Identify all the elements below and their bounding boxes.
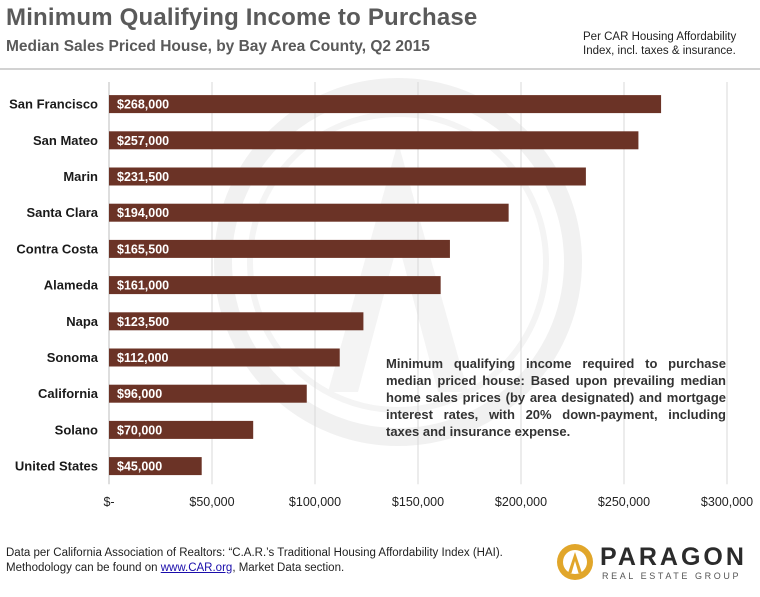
footer-source: Data per California Association of Realt… bbox=[6, 546, 503, 576]
bar bbox=[109, 203, 509, 222]
category-label: Solano bbox=[55, 422, 98, 437]
bar bbox=[109, 420, 254, 439]
category-label: Napa bbox=[66, 314, 99, 329]
footer-line-2: Methodology can be found on www.CAR.org,… bbox=[6, 561, 503, 576]
x-tick-label: $150,000 bbox=[392, 495, 444, 509]
car-website-link[interactable]: www.CAR.org bbox=[160, 562, 233, 574]
x-tick-label: $300,000 bbox=[701, 495, 753, 509]
category-label: Sonoma bbox=[47, 350, 99, 365]
paragon-logo: PARAGON REAL ESTATE GROUP bbox=[556, 543, 756, 583]
bar bbox=[109, 384, 307, 403]
x-tick-label: $50,000 bbox=[189, 495, 234, 509]
bar bbox=[109, 457, 202, 476]
source-note: Per CAR Housing Affordability Index, inc… bbox=[583, 31, 737, 57]
data-label: $96,000 bbox=[117, 387, 162, 401]
data-label: $70,000 bbox=[117, 423, 162, 437]
bar bbox=[109, 95, 662, 114]
bar-chart: $- $50,000 $100,000 $150,000 $200,000 $250,00… bbox=[9, 82, 753, 509]
category-label: Contra Costa bbox=[16, 241, 98, 256]
data-label: $268,000 bbox=[117, 98, 169, 112]
category-label: Santa Clara bbox=[26, 205, 98, 220]
chart-subtitle: Median Sales Priced House, by Bay Area C… bbox=[6, 38, 430, 55]
x-tick-label: $100,000 bbox=[289, 495, 341, 509]
footer-line-1: Data per California Association of Realt… bbox=[6, 547, 503, 559]
category-label: Marin bbox=[63, 169, 98, 184]
data-label: $161,000 bbox=[117, 279, 169, 293]
logo-name: PARAGON bbox=[600, 543, 747, 571]
footer-line-2-suffix: , Market Data section. bbox=[232, 562, 345, 574]
bar bbox=[109, 239, 450, 258]
category-label: United States bbox=[15, 459, 98, 474]
category-label: California bbox=[38, 386, 99, 401]
x-tick-label: $- bbox=[103, 495, 114, 509]
data-label: $257,000 bbox=[117, 134, 169, 148]
chart-title: Minimum Qualifying Income to Purchase bbox=[6, 4, 478, 31]
category-label: San Francisco bbox=[9, 97, 98, 112]
footer-line-2-prefix: Methodology can be found on bbox=[6, 562, 161, 574]
data-label: $112,000 bbox=[117, 351, 168, 365]
bar bbox=[109, 348, 340, 367]
chart-annotation: Minimum qualifying income required to pu… bbox=[386, 356, 726, 439]
data-label: $231,500 bbox=[117, 170, 169, 184]
bar bbox=[109, 312, 364, 331]
data-label: $45,000 bbox=[117, 460, 162, 474]
logo-tagline: REAL ESTATE GROUP bbox=[602, 571, 742, 581]
bar bbox=[109, 167, 586, 186]
data-label: $165,500 bbox=[117, 242, 169, 256]
data-label: $194,000 bbox=[117, 206, 169, 220]
data-label: $123,500 bbox=[117, 315, 169, 329]
header-divider bbox=[0, 68, 760, 70]
x-tick-label: $250,000 bbox=[598, 495, 650, 509]
category-label: San Mateo bbox=[33, 133, 98, 148]
bar bbox=[109, 276, 441, 295]
x-tick-label: $200,000 bbox=[495, 495, 547, 509]
paragon-logo-icon bbox=[557, 544, 593, 580]
bar bbox=[109, 131, 639, 150]
category-label: Alameda bbox=[44, 278, 99, 293]
